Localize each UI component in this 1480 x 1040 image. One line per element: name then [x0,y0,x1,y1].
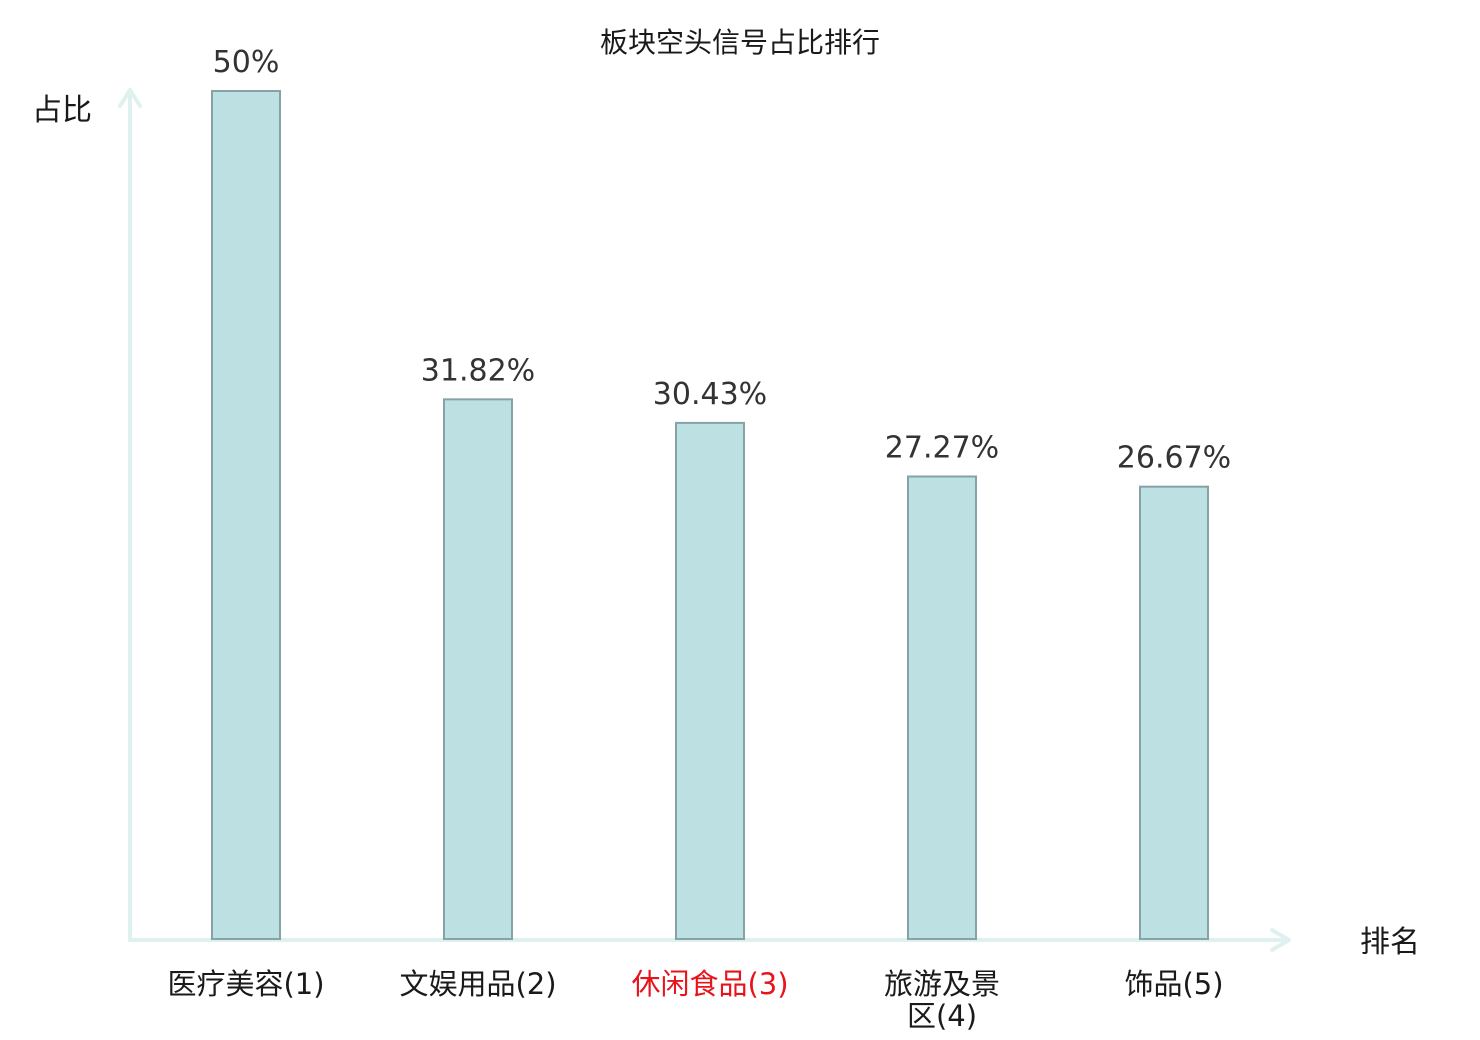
y-axis-arrow-icon [118,88,142,108]
bar-2 [443,398,513,940]
value-label-4: 27.27% [885,431,999,466]
bars-group: 50% 医疗美容(1) 31.82% 文娱用品(2) 30.43% 休闲食品(3) 27.2… [167,45,1231,1033]
category-label-3: 休闲食品(3) [631,967,788,1001]
category-label-line: 医疗美容(1) [167,967,324,1001]
category-label-line: 文娱用品(2) [399,967,556,1001]
chart-title: 板块空头信号占比排行 [600,26,880,59]
value-label-2: 31.82% [421,353,535,388]
category-label-4: 旅游及景区(4) [884,967,1000,1033]
category-label-line: 饰品(5) [1124,967,1223,1001]
value-label-5: 26.67% [1117,441,1231,476]
category-label-line: 区(4) [907,999,977,1033]
bar-4 [907,475,977,940]
x-axis-arrow-icon [1270,928,1291,952]
category-label-2: 文娱用品(2) [399,967,556,1001]
value-label-1: 50% [213,45,280,80]
bar-3 [675,421,745,940]
category-label-1: 医疗美容(1) [167,967,324,1001]
y-axis-title: 占比 [32,93,92,128]
x-axis-title: 排名 [1360,925,1420,960]
category-label-line: 旅游及景 [884,967,1000,1001]
category-label-5: 饰品(5) [1124,967,1223,1001]
bar-5 [1139,485,1209,940]
value-label-3: 30.43% [653,377,767,412]
bar-1 [211,90,281,940]
category-label-line: 休闲食品(3) [631,967,788,1001]
